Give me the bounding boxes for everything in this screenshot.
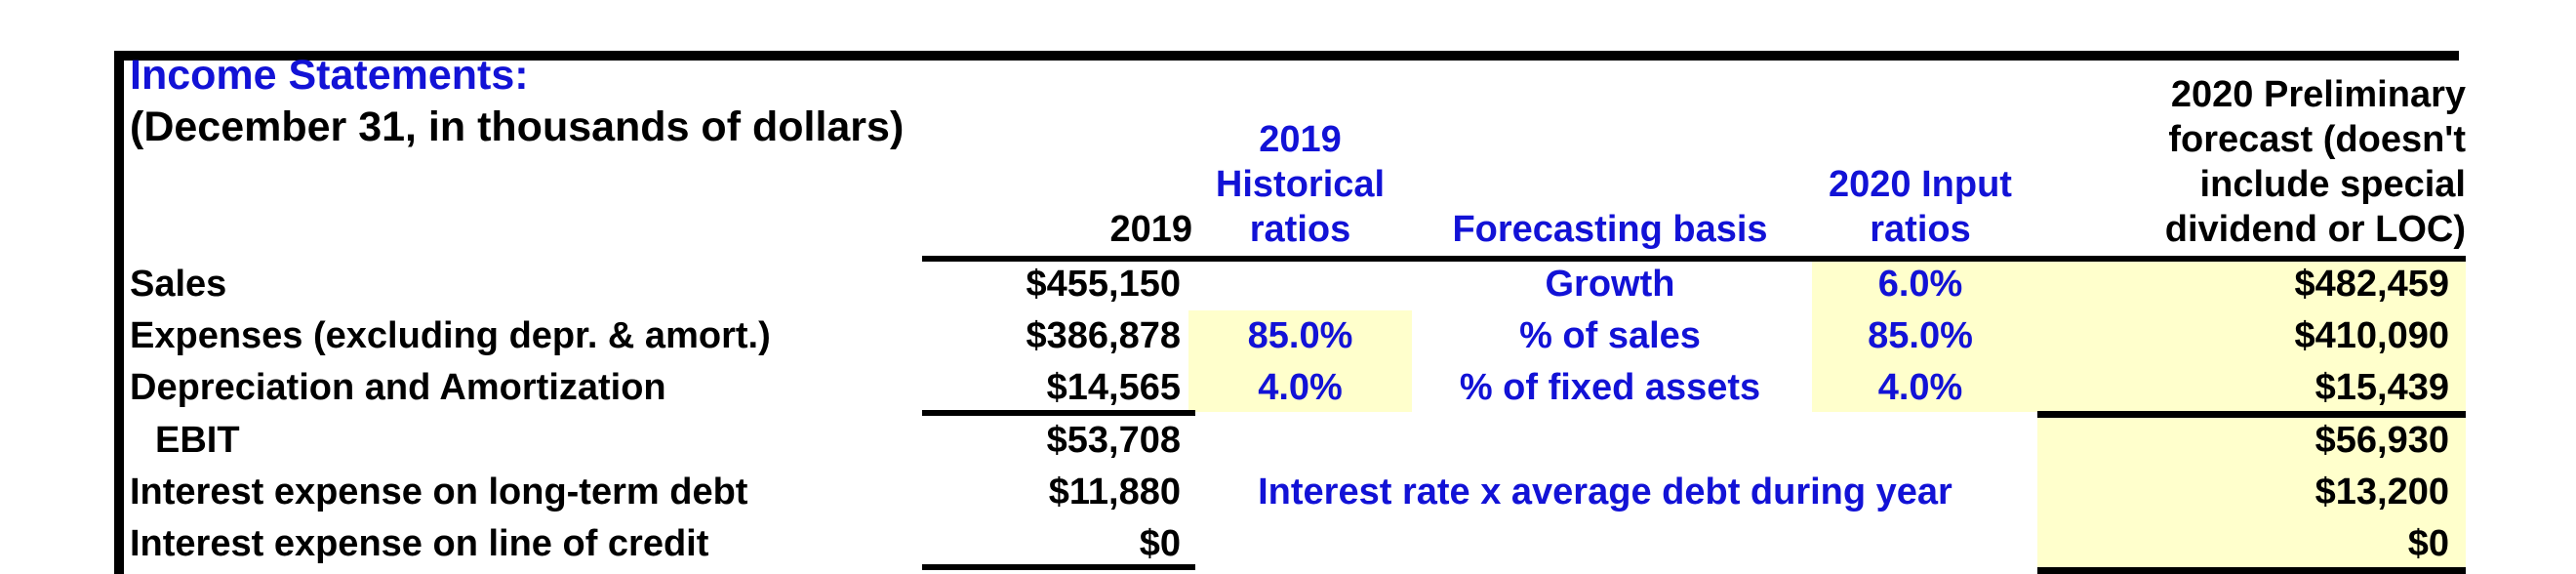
cell-sales-basis: Growth [1545,264,1675,305]
input-ratios-header-line-2: ratios [1870,209,1971,250]
row-label-expenses: Expenses (excluding depr. & amort.) [130,315,771,356]
cell-depreciation-forecast: $15,439 [2314,367,2449,408]
row-label-interest-ltd: Interest expense on long-term debt [130,472,748,512]
cell-depreciation-basis: % of fixed assets [1459,367,1761,408]
forecast-header-line-1: 2020 Preliminary [2170,74,2466,115]
forecast-header-line-4: dividend or LOC) [2164,209,2466,250]
sheet-subtitle: (December 31, in thousands of dollars) [130,103,905,150]
bottom-rule-forecast [2037,567,2466,574]
sheet-title: Income Statements: [130,52,529,99]
cell-ebit-forecast: $56,930 [2314,420,2449,461]
cell-sales-2019: $455,150 [1026,264,1182,305]
subtotal-rule-2019 [922,410,1195,416]
row-label-interest-loc: Interest expense on line of credit [130,523,709,564]
cell-depreciation-input-ratio[interactable]: 4.0% [1877,367,1963,408]
column-header-2019: 2019 [922,207,1192,252]
forecast-header-line-3: include special [2199,164,2466,205]
cell-interest-ltd-forecast: $13,200 [2314,472,2449,512]
column-header-2019-line: 2019 [1109,209,1192,250]
cell-expenses-forecast: $410,090 [2294,315,2450,356]
row-label-ebit: EBIT [155,420,240,461]
highlight-input-ratios-band [1812,262,2466,412]
cell-expenses-historical-ratio[interactable]: 85.0% [1247,315,1353,356]
cell-depreciation-2019: $14,565 [1046,367,1181,408]
column-header-forecast: 2020 Preliminary forecast (doesn't inclu… [2037,72,2466,252]
historical-header-line-2: Historical [1215,164,1386,205]
cell-depreciation-historical-ratio[interactable]: 4.0% [1258,367,1343,408]
row-label-sales: Sales [130,264,227,305]
table-border-left [114,51,124,574]
highlight-forecast-band [2037,412,2466,574]
forecast-header-line-2: forecast (doesn't [2168,119,2466,160]
column-header-input-ratios: 2020 Input ratios [1810,162,2031,252]
table-border-top [114,51,2459,61]
cell-expenses-2019: $386,878 [1026,315,1182,356]
row-label-depreciation: Depreciation and Amortization [130,367,666,408]
forecasting-basis-header-line: Forecasting basis [1452,209,1768,250]
cell-interest-loc-2019: $0 [1139,523,1181,564]
column-header-historical-ratios: 2019 Historical ratios [1188,117,1412,252]
historical-header-line-3: ratios [1249,209,1351,250]
cell-expenses-basis: % of sales [1519,315,1701,356]
subtotal-rule-forecast [2037,411,2466,418]
cell-sales-input-ratio[interactable]: 6.0% [1877,264,1963,305]
cell-interest-ltd-note: Interest rate x average debt during year [1258,472,1952,512]
header-underline [922,256,2466,262]
historical-header-line-1: 2019 [1259,119,1342,160]
column-header-forecasting-basis: Forecasting basis [1415,207,1805,252]
cell-sales-forecast: $482,459 [2294,264,2450,305]
cell-interest-ltd-2019: $11,880 [1048,472,1181,512]
cell-interest-loc-forecast: $0 [2407,523,2449,564]
bottom-rule-2019 [922,564,1195,570]
cell-expenses-input-ratio[interactable]: 85.0% [1868,315,1973,356]
input-ratios-header-line-1: 2020 Input [1829,164,2012,205]
cell-ebit-2019: $53,708 [1046,420,1181,461]
highlight-historical-ratios-band [1188,310,1412,412]
